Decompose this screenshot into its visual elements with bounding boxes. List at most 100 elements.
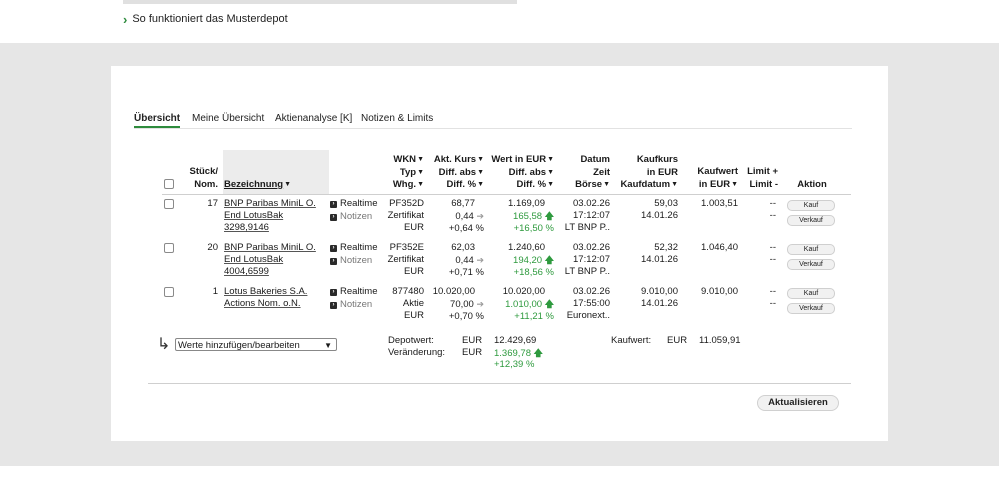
- chevron-down-icon: ▼: [547, 181, 554, 188]
- chevron-down-icon: ▼: [671, 181, 678, 188]
- chevron-right-icon: ›: [330, 244, 337, 252]
- arrow-right-icon: ➔: [476, 255, 484, 265]
- currency-label: EUR: [667, 335, 688, 346]
- currency-label: EUR: [462, 335, 483, 346]
- top-divider: [123, 0, 517, 4]
- chevron-down-icon: ▼: [477, 156, 484, 163]
- return-arrow-icon: ↳: [157, 336, 171, 353]
- veraenderung-value: 1.369,78 🡅: [494, 348, 543, 359]
- tab-meine-uebersicht[interactable]: Meine Übersicht: [192, 113, 265, 124]
- chevron-down-icon: ▼: [417, 168, 424, 176]
- wkn-typ-whg: 877480 Aktie EUR: [392, 286, 424, 321]
- notizen-link[interactable]: › Notizen: [330, 299, 372, 311]
- realtime-link[interactable]: › Realtime: [330, 242, 378, 254]
- instrument-link[interactable]: BNP Paribas MiniL O. End LotusBak 4004,659…: [224, 242, 316, 278]
- header-limit: Limit + Limit -: [747, 166, 778, 190]
- kaufkurs-cell: 59,03 14.01.26: [641, 198, 678, 221]
- notizen-link[interactable]: › Notizen: [330, 211, 372, 223]
- notizen-link[interactable]: › Notizen: [330, 255, 372, 267]
- bottom-band: [0, 466, 999, 496]
- realtime-link[interactable]: › Realtime: [330, 198, 378, 210]
- chevron-right-icon: ›: [330, 213, 337, 221]
- active-tab-indicator: [134, 126, 180, 128]
- row-checkbox[interactable]: [164, 287, 174, 297]
- verkauf-button[interactable]: Verkauf: [787, 259, 835, 270]
- arrow-up-icon: 🡅: [544, 255, 554, 265]
- chevron-down-icon: ▼: [477, 181, 484, 188]
- kauf-button[interactable]: Kauf: [787, 244, 835, 255]
- kurs-cell: 10.020,00 70,00 ➔ +0,70 %: [432, 286, 484, 322]
- how-it-works-label: So funktioniert das Musterdepot: [132, 13, 288, 25]
- header-wert[interactable]: Wert in EUR▼ Diff. abs▼ Diff. %▼: [491, 154, 554, 190]
- kaufwert-cell: 1.003,51: [701, 198, 738, 209]
- tab-notizen-limits[interactable]: Notizen & Limits: [361, 113, 434, 124]
- tab-uebersicht[interactable]: Übersicht: [134, 113, 181, 124]
- arrow-up-icon: 🡅: [544, 211, 554, 221]
- header-stueck[interactable]: Stück/Nom.: [189, 166, 218, 190]
- chevron-down-icon: ▼: [324, 341, 332, 350]
- kaufwert-cell: 1.046,40: [701, 242, 738, 253]
- limit-cell: -- --: [769, 198, 776, 221]
- chevron-down-icon: ▼: [731, 180, 738, 188]
- verkauf-button[interactable]: Verkauf: [787, 215, 835, 226]
- currency-label: EUR: [462, 347, 483, 358]
- chevron-right-icon: ›: [330, 301, 337, 309]
- footer-divider: [148, 383, 851, 384]
- depotwert-value: 12.429,69: [494, 335, 537, 346]
- chevron-right-icon: ›: [330, 288, 337, 296]
- tab-bar: [134, 112, 852, 129]
- arrow-up-icon: 🡅: [544, 299, 554, 309]
- veraenderung-label: Veränderung:: [388, 347, 446, 358]
- arrow-right-icon: ➔: [476, 211, 484, 221]
- instrument-link[interactable]: BNP Paribas MiniL O. End LotusBak 3298,914…: [224, 198, 316, 234]
- instrument-link[interactable]: Lotus Bakeries S.A. Actions Nom. o.N.: [224, 286, 308, 310]
- tab-aktienanalyse[interactable]: Aktienanalyse [K]: [275, 113, 353, 124]
- header-aktion: Aktion: [797, 179, 827, 190]
- depotwert-label: Depotwert:: [388, 335, 434, 346]
- header-datum[interactable]: Datum Zeit Börse▼: [575, 154, 610, 190]
- wkn-typ-whg: PF352D Zertifikat EUR: [387, 198, 424, 233]
- row-checkbox[interactable]: [164, 243, 174, 253]
- sorted-column-highlight: [223, 150, 329, 194]
- refresh-button[interactable]: Aktualisieren: [757, 395, 839, 411]
- wert-cell: 10.020,00 1.010,00 🡅 +11,21 %: [502, 286, 554, 322]
- row-qty: 1: [212, 286, 218, 297]
- arrow-right-icon: ➔: [476, 299, 484, 309]
- how-it-works-link[interactable]: › So funktioniert das Musterdepot: [123, 11, 288, 27]
- verkauf-button[interactable]: Verkauf: [787, 303, 835, 314]
- wert-cell: 1.240,60 194,20 🡅 +18,56 %: [508, 242, 554, 278]
- header-kaufwert[interactable]: Kaufwert in EUR▼: [697, 166, 738, 190]
- kauf-button[interactable]: Kauf: [787, 288, 835, 299]
- kaufwert-total: 11.059,91: [699, 335, 741, 346]
- wkn-typ-whg: PF352E Zertifikat EUR: [387, 242, 424, 277]
- edit-values-select[interactable]: Werte hinzufügen/bearbeiten ▼: [175, 338, 337, 351]
- limit-cell: -- --: [769, 242, 776, 265]
- header-kurs[interactable]: Akt. Kurs▼ Diff. abs▼ Diff. %▼: [433, 154, 484, 190]
- chevron-right-icon: ›: [330, 200, 337, 208]
- chevron-down-icon: ▼: [477, 168, 484, 176]
- select-all-checkbox[interactable]: [164, 179, 174, 189]
- header-bezeichnung[interactable]: Bezeichnung▼: [224, 179, 292, 190]
- chevron-down-icon: ▼: [547, 168, 554, 176]
- header-divider: [162, 194, 851, 195]
- row-qty: 17: [207, 198, 218, 209]
- realtime-link[interactable]: › Realtime: [330, 286, 378, 298]
- header-wkn[interactable]: WKN▼ Typ▼ Whg.▼: [392, 154, 424, 190]
- chevron-down-icon: ▼: [547, 156, 554, 163]
- kaufwert-label: Kaufwert:: [611, 335, 652, 346]
- row-qty: 20: [207, 242, 218, 253]
- top-band: › So funktioniert das Musterdepot: [0, 0, 999, 43]
- kaufwert-cell: 9.010,00: [701, 286, 738, 297]
- chevron-down-icon: ▼: [417, 156, 424, 163]
- sort-caret-icon: ▼: [284, 181, 292, 188]
- chevron-down-icon: ▼: [603, 181, 610, 188]
- kurs-cell: 68,77 0,44 ➔ +0,64 %: [448, 198, 484, 234]
- chevron-right-icon: ›: [330, 257, 337, 265]
- datum-cell: 03.02.26 17:12:07 LT BNP P..: [564, 198, 610, 233]
- row-checkbox[interactable]: [164, 199, 174, 209]
- header-kaufkurs[interactable]: Kaufkurs in EUR Kaufdatum▼: [620, 154, 678, 190]
- arrow-up-icon: 🡅: [533, 348, 543, 358]
- kauf-button[interactable]: Kauf: [787, 200, 835, 211]
- kurs-cell: 62,03 0,44 ➔ +0,71 %: [448, 242, 484, 278]
- chevron-right-icon: ›: [123, 11, 128, 27]
